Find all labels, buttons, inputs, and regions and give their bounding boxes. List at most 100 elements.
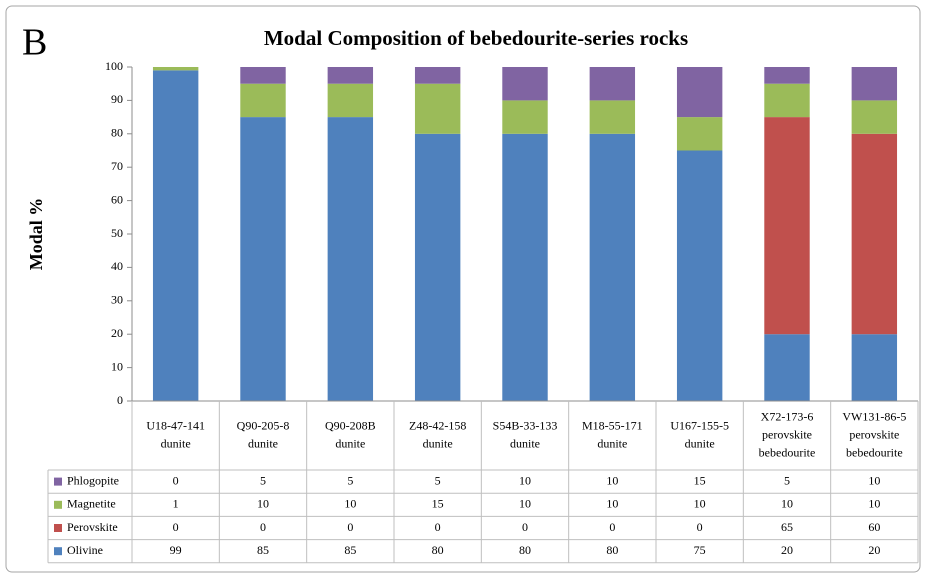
x-tick-label: dunite [248, 436, 278, 450]
table-value: 60 [868, 520, 880, 534]
x-tick-label: perovskite [762, 427, 812, 441]
table-value: 80 [432, 543, 444, 557]
table-value: 85 [344, 543, 356, 557]
bar-segment [152, 67, 199, 71]
table-value: 0 [347, 520, 353, 534]
y-tick-label: 0 [117, 393, 123, 407]
legend-label: Magnetite [67, 497, 116, 511]
bar-segment [764, 117, 810, 335]
bar-segment [502, 67, 548, 101]
table-value: 0 [173, 520, 179, 534]
table-value: 10 [257, 497, 269, 511]
bar-segment [414, 67, 461, 84]
y-tick-label: 80 [111, 126, 123, 140]
x-tick-label: dunite [597, 436, 627, 450]
table-value: 65 [781, 520, 793, 534]
table-value: 10 [868, 473, 880, 487]
x-tick-label: U167-155-5 [670, 418, 729, 432]
y-tick-label: 10 [111, 359, 123, 373]
table-value: 10 [606, 497, 618, 511]
panel-label: B [22, 22, 47, 64]
table-value: 10 [519, 497, 531, 511]
x-tick-label: dunite [335, 436, 365, 450]
bar-segment [240, 83, 286, 118]
bar-segment [676, 117, 723, 151]
bar-segment [589, 100, 636, 134]
table-value: 1 [173, 497, 179, 511]
x-tick-label: S54B-33-133 [493, 418, 558, 432]
bar-segment [240, 117, 286, 401]
bar-segment [327, 117, 374, 401]
bar-segment [502, 100, 548, 134]
y-tick-label: 50 [111, 226, 123, 240]
bar-segment [851, 100, 898, 134]
table-value: 10 [344, 497, 356, 511]
bar-segment [414, 133, 461, 402]
y-tick-label: 70 [111, 159, 123, 173]
table-value: 0 [435, 520, 441, 534]
y-tick-label: 20 [111, 326, 123, 340]
chart-title: Modal Composition of bebedourite-series … [264, 26, 688, 50]
x-tick-label: dunite [423, 436, 453, 450]
x-tick-label: Z48-42-158 [409, 418, 466, 432]
table-value: 5 [260, 473, 266, 487]
table-value: 0 [697, 520, 703, 534]
x-tick-label: bebedourite [759, 445, 816, 459]
bar-segment [589, 67, 636, 101]
y-axis-label: Modal % [26, 198, 46, 271]
x-tick-label: dunite [510, 436, 540, 450]
legend-label: Olivine [67, 543, 103, 557]
table-value: 5 [435, 473, 441, 487]
table-value: 10 [868, 497, 880, 511]
table-value: 0 [173, 473, 179, 487]
x-tick-label: dunite [685, 436, 715, 450]
bar-segment [502, 133, 548, 402]
y-tick-label: 30 [111, 293, 123, 307]
bar-segment [851, 67, 898, 101]
table-value: 10 [519, 473, 531, 487]
table-value: 80 [519, 543, 531, 557]
table-value: 0 [260, 520, 266, 534]
legend-swatch [54, 477, 62, 486]
bar-segment [764, 334, 810, 401]
legend-swatch [54, 547, 62, 556]
y-tick-label: 40 [111, 259, 123, 273]
x-tick-label: U18-47-141 [146, 418, 205, 432]
bar-segment [152, 70, 199, 401]
bar-segment [676, 150, 723, 401]
y-tick-label: 60 [111, 192, 123, 206]
x-tick-label: VW131-86-5 [842, 409, 906, 423]
legend-label: Perovskite [67, 520, 118, 534]
legend-swatch [54, 500, 62, 509]
x-tick-label: M18-55-171 [582, 418, 643, 432]
bar-segment [327, 83, 374, 118]
bar-segment [676, 67, 723, 118]
x-tick-label: X72-173-6 [761, 409, 814, 423]
bar-segment [414, 83, 461, 134]
x-tick-label: bebedourite [846, 445, 903, 459]
x-tick-label: Q90-208B [325, 418, 376, 432]
bar-segment [327, 67, 374, 84]
bar-segment [851, 334, 898, 401]
y-tick-label: 90 [111, 92, 123, 106]
x-tick-label: dunite [161, 436, 191, 450]
x-tick-label: Q90-205-8 [237, 418, 290, 432]
table-value: 20 [868, 543, 880, 557]
y-tick-label: 100 [105, 59, 123, 73]
bar-segment [589, 133, 636, 402]
table-value: 75 [694, 543, 706, 557]
table-value: 5 [347, 473, 353, 487]
bar-segment [764, 83, 810, 118]
table-value: 85 [257, 543, 269, 557]
bar-segment [240, 67, 286, 84]
x-tick-label: perovskite [849, 427, 899, 441]
bar-segment [764, 67, 810, 84]
table-value: 15 [432, 497, 444, 511]
table-value: 10 [694, 497, 706, 511]
bar-segment [851, 133, 898, 335]
table-value: 20 [781, 543, 793, 557]
table-value: 15 [694, 473, 706, 487]
legend-label: Phlogopite [67, 473, 119, 487]
table-value: 99 [170, 543, 182, 557]
table-value: 5 [784, 473, 790, 487]
